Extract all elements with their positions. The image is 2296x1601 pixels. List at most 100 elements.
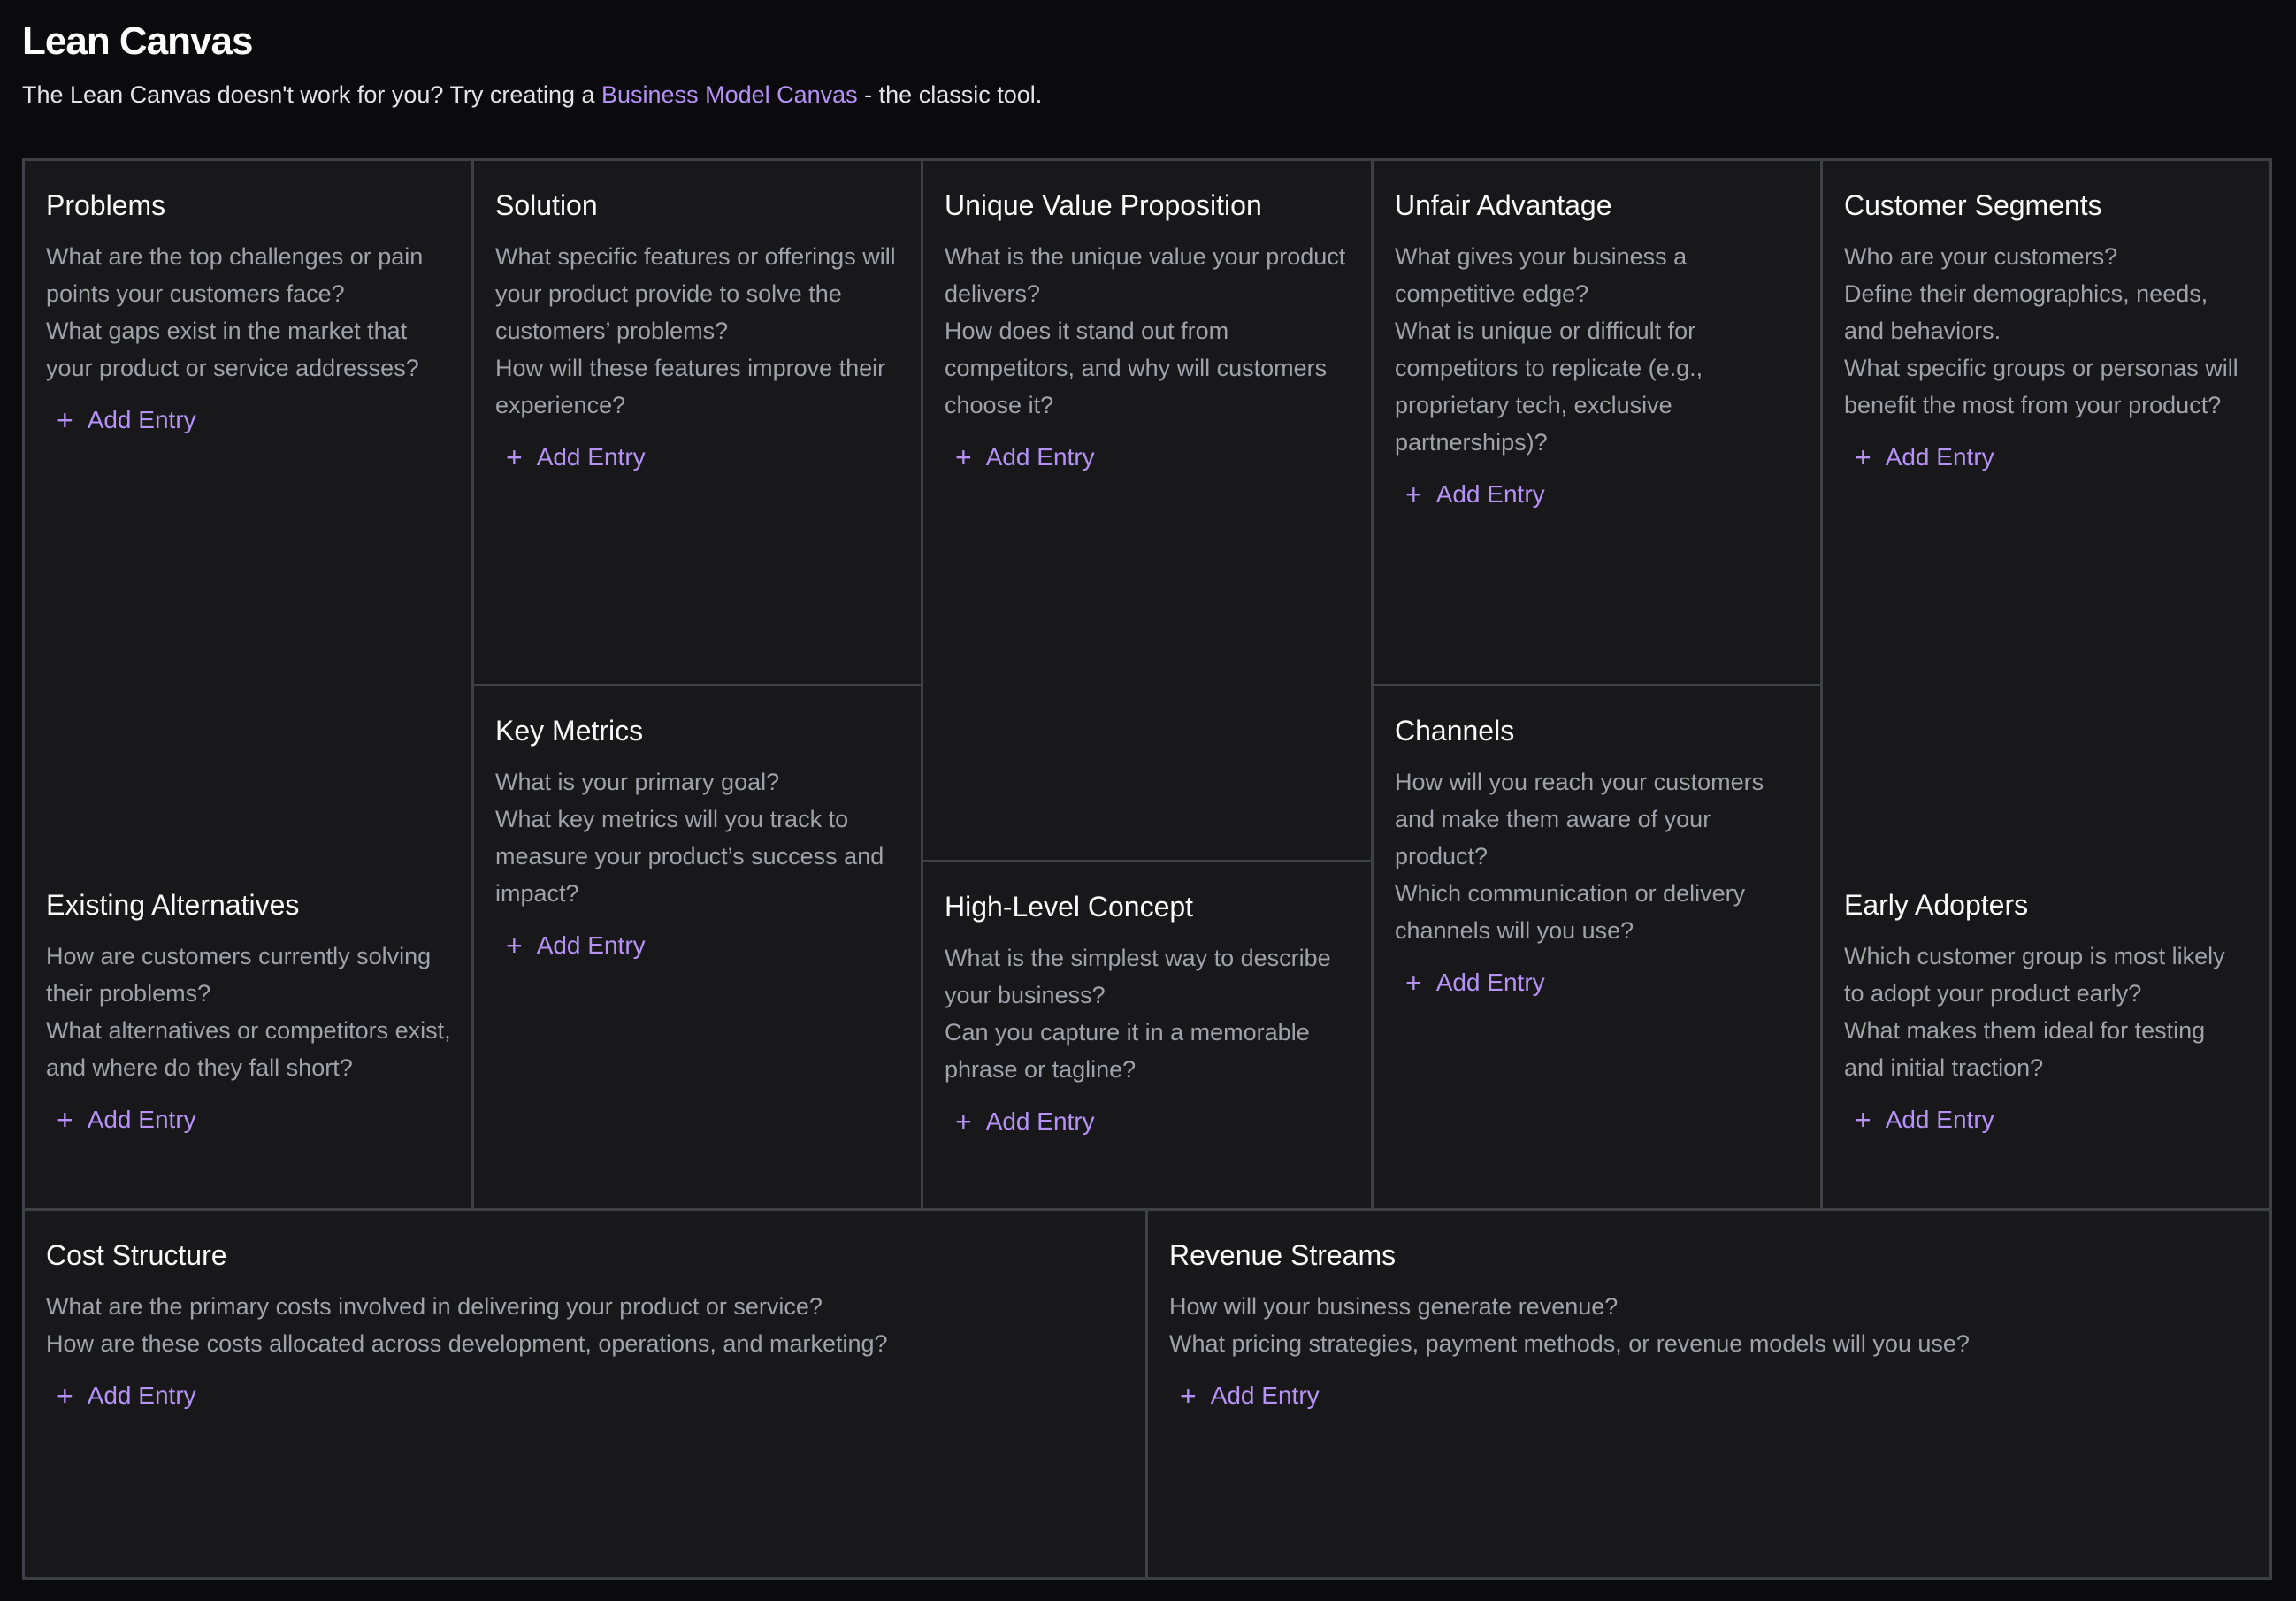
section-existing-alternatives: Existing Alternatives How are customers c…	[25, 861, 471, 1134]
section-prompt: What are the top challenges or pain poin…	[46, 243, 424, 307]
section-title: Early Adopters	[1844, 889, 2029, 921]
plus-icon: +	[1405, 967, 1422, 999]
add-entry-label: Add Entry	[536, 931, 646, 959]
plus-icon: +	[506, 930, 523, 961]
plus-icon: +	[57, 404, 73, 436]
add-entry-button[interactable]: + Add Entry	[506, 443, 646, 471]
add-entry-label: Add Entry	[1435, 480, 1545, 508]
add-entry-label: Add Entry	[985, 1107, 1095, 1135]
add-entry-label: Add Entry	[985, 443, 1095, 471]
section-title: Problems	[46, 189, 166, 221]
section-prompt: Can you capture it in a memorable phrase…	[945, 1019, 1310, 1083]
section-problems: Problems What are the top challenges or p…	[25, 161, 471, 434]
subtitle-text: The Lean Canvas doesn't work for you? Tr…	[22, 81, 602, 108]
section-revenue-streams: Revenue Streams How will your business ge…	[1148, 1211, 2269, 1410]
section-prompt: What specific features or offerings will…	[495, 243, 896, 344]
add-entry-button[interactable]: + Add Entry	[57, 406, 196, 434]
section-title: Cost Structure	[46, 1239, 227, 1271]
section-prompt: What specific groups or personas will be…	[1844, 355, 2239, 418]
add-entry-button[interactable]: + Add Entry	[506, 931, 646, 960]
plus-icon: +	[1855, 441, 1871, 473]
canvas-cell: Channels How will you reach your customer…	[1371, 684, 1823, 1211]
business-model-canvas-link[interactable]: Business Model Canvas	[601, 81, 858, 108]
add-entry-label: Add Entry	[87, 406, 196, 433]
plus-icon: +	[1405, 479, 1422, 510]
section-key-metrics: Key Metrics What is your primary goal? Wha…	[474, 686, 921, 960]
section-prompt: How are customers currently solving thei…	[46, 943, 432, 1007]
section-prompt: Who are your customers?	[1844, 243, 2118, 270]
section-prompt: What pricing strategies, payment methods…	[1169, 1330, 1970, 1357]
add-entry-button[interactable]: + Add Entry	[1855, 443, 1994, 471]
section-prompt: Which communication or delivery channels…	[1395, 880, 1746, 944]
canvas-cell: Solution What specific features or offeri…	[471, 158, 923, 686]
section-early-adopters: Early Adopters Which customer group is mo…	[1823, 861, 2269, 1134]
page-subtitle: The Lean Canvas doesn't work for you? Tr…	[22, 81, 1042, 109]
section-prompt: How will your business generate revenue?	[1169, 1293, 1619, 1320]
section-prompt: What is the simplest way to describe you…	[945, 945, 1331, 1008]
section-title: Unfair Advantage	[1395, 189, 1612, 221]
add-entry-label: Add Entry	[1210, 1382, 1320, 1409]
section-prompt: How are these costs allocated across dev…	[46, 1330, 888, 1357]
canvas-cell: Problems What are the top challenges or p…	[22, 158, 474, 1211]
plus-icon: +	[1855, 1104, 1871, 1136]
section-prompt: How does it stand out from competitors, …	[945, 318, 1328, 418]
section-prompt: What are the primary costs involved in d…	[46, 1293, 823, 1320]
canvas-cell: Unfair Advantage What gives your business…	[1371, 158, 1823, 686]
add-entry-label: Add Entry	[1435, 969, 1545, 996]
section-prompt: What is your primary goal?	[495, 769, 780, 795]
section-solution: Solution What specific features or offeri…	[474, 161, 921, 471]
add-entry-label: Add Entry	[1885, 1106, 1994, 1133]
add-entry-button[interactable]: + Add Entry	[955, 1107, 1095, 1136]
plus-icon: +	[506, 441, 523, 473]
plus-icon: +	[57, 1380, 73, 1412]
section-prompt: What gaps exist in the market that your …	[46, 318, 419, 381]
plus-icon: +	[57, 1104, 73, 1136]
add-entry-button[interactable]: + Add Entry	[1405, 969, 1545, 997]
section-title: Solution	[495, 189, 598, 221]
canvas-cell: Key Metrics What is your primary goal? Wha…	[471, 684, 923, 1211]
add-entry-label: Add Entry	[1885, 443, 1994, 471]
section-prompt: Which customer group is most likely to a…	[1844, 943, 2225, 1007]
section-prompt: What is unique or difficult for competit…	[1395, 318, 1703, 456]
section-customer-segments: Customer Segments Who are your customers?…	[1823, 161, 2269, 471]
add-entry-label: Add Entry	[87, 1106, 196, 1133]
add-entry-button[interactable]: + Add Entry	[1180, 1382, 1320, 1410]
page-title: Lean Canvas	[22, 19, 253, 63]
canvas-cell: Customer Segments Who are your customers?…	[1820, 158, 2272, 1211]
add-entry-button[interactable]: + Add Entry	[57, 1106, 196, 1134]
add-entry-button[interactable]: + Add Entry	[1405, 480, 1545, 509]
plus-icon: +	[1180, 1380, 1197, 1412]
section-prompt: What is the unique value your product de…	[945, 243, 1346, 307]
section-cost-structure: Cost Structure What are the primary costs…	[25, 1211, 1145, 1410]
section-channels: Channels How will you reach your customer…	[1374, 686, 1820, 997]
canvas-cell: Cost Structure What are the primary costs…	[22, 1208, 1148, 1580]
canvas-cell: Unique Value Proposition What is the uniq…	[921, 158, 1374, 862]
canvas-cell: High-Level Concept What is the simplest w…	[921, 860, 1374, 1211]
section-title: Key Metrics	[495, 715, 644, 747]
section-unfair-advantage: Unfair Advantage What gives your business…	[1374, 161, 1820, 509]
section-title: Revenue Streams	[1169, 1239, 1397, 1271]
subtitle-text-end: - the classic tool.	[857, 81, 1043, 108]
section-prompt: How will these features improve their ex…	[495, 355, 886, 418]
section-unique-value-proposition: Unique Value Proposition What is the uniq…	[923, 161, 1371, 471]
section-title: Channels	[1395, 715, 1515, 747]
section-prompt: What gives your business a competitive e…	[1395, 243, 1688, 307]
section-prompt: How will you reach your customers and ma…	[1395, 769, 1764, 869]
section-high-level-concept: High-Level Concept What is the simplest w…	[923, 862, 1371, 1136]
add-entry-button[interactable]: + Add Entry	[57, 1382, 196, 1410]
plus-icon: +	[955, 1106, 972, 1138]
section-title: Existing Alternatives	[46, 889, 300, 921]
add-entry-button[interactable]: + Add Entry	[1855, 1106, 1994, 1134]
section-title: High-Level Concept	[945, 891, 1194, 923]
section-prompt: What key metrics will you track to measu…	[495, 806, 884, 907]
section-title: Unique Value Proposition	[945, 189, 1262, 221]
section-prompt: Define their demographics, needs, and be…	[1844, 280, 2208, 344]
section-prompt: What alternatives or competitors exist, …	[46, 1017, 451, 1081]
add-entry-label: Add Entry	[536, 443, 646, 471]
section-prompt: What makes them ideal for testing and in…	[1844, 1017, 2206, 1081]
add-entry-label: Add Entry	[87, 1382, 196, 1409]
plus-icon: +	[955, 441, 972, 473]
canvas-cell: Revenue Streams How will your business ge…	[1145, 1208, 2272, 1580]
add-entry-button[interactable]: + Add Entry	[955, 443, 1095, 471]
section-title: Customer Segments	[1844, 189, 2102, 221]
